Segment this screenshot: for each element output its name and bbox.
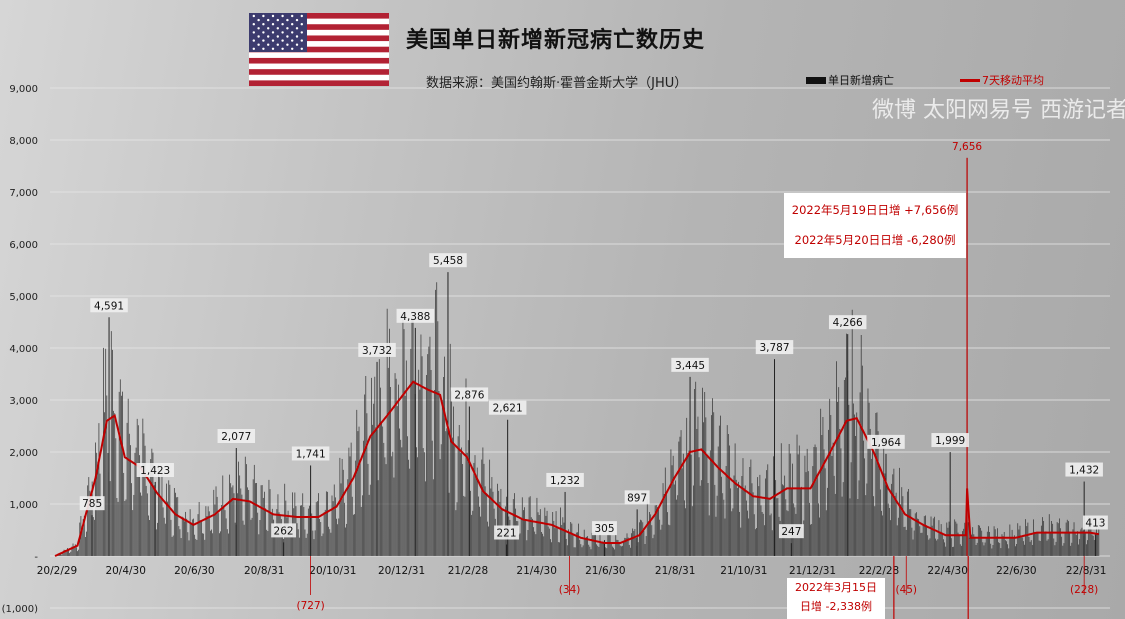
x-tick-label: 21/2/28 [448, 565, 488, 577]
data-label: 2,876 [454, 389, 484, 401]
y-tick-label: 7,000 [9, 188, 38, 199]
data-label-bg [488, 400, 527, 415]
data-label: 897 [627, 492, 647, 504]
legend-item-average: 7天移动平均 [960, 72, 1044, 88]
callout-line: 2022年5月20日日增 -6,280例 [794, 233, 956, 247]
y-tick-label: (1,000) [2, 604, 39, 615]
data-label: 1,232 [550, 475, 580, 487]
data-label-bg [90, 298, 128, 313]
moving-average-line [54, 380, 1099, 557]
data-label: 1,432 [1069, 465, 1099, 477]
data-label: 4,591 [94, 300, 124, 312]
legend-item-daily: 单日新增病亡 [806, 72, 894, 88]
x-tick-label: 22/2/28 [859, 565, 899, 577]
data-label: 2,077 [221, 431, 251, 443]
data-label: (727) [296, 600, 324, 612]
y-tick-label: 8,000 [9, 136, 38, 147]
x-tick-label: 20/4/30 [105, 565, 145, 577]
data-label: 3,445 [675, 360, 705, 372]
data-label: 3,787 [759, 342, 789, 354]
data-label: (45) [895, 584, 917, 596]
x-tick-label: 20/8/31 [244, 565, 284, 577]
x-tick-label: 20/12/31 [378, 565, 425, 577]
data-label-bg [291, 446, 330, 461]
legend-swatch-bar [806, 76, 826, 84]
x-tick-label: 21/4/30 [516, 565, 556, 577]
legend-swatch-line [960, 78, 980, 82]
legend-label: 7天移动平均 [982, 74, 1044, 87]
x-tick-label: 20/10/31 [309, 565, 356, 577]
data-label: 247 [781, 526, 801, 538]
data-label: 7,656 [952, 141, 982, 153]
data-label-bg [546, 472, 584, 487]
data-label: 785 [82, 498, 102, 510]
data-label: (34) [559, 584, 581, 596]
watermark: 微博 太阳网易号 西游记者 [872, 98, 1125, 123]
data-label: (228) [1070, 584, 1098, 596]
data-label: 4,266 [833, 317, 863, 329]
data-source: 数据来源：美国约翰斯·霍普金斯大学（JHU） [426, 76, 688, 91]
y-tick-label: 5,000 [9, 292, 38, 303]
data-label-bg [271, 523, 297, 538]
y-tick-label: 4,000 [9, 344, 38, 355]
chart-title: 美国单日新增新冠病亡数历史 [406, 28, 706, 53]
y-tick-label: - [34, 552, 38, 563]
data-label-bg [217, 428, 256, 443]
data-label-bg [429, 253, 467, 268]
data-label-bg [671, 357, 709, 372]
data-label: 1,999 [935, 435, 965, 447]
data-label-bg [358, 342, 396, 357]
callout-mar-2022: 2022年3月15日 日增 -2,338例 [787, 578, 885, 619]
x-tick-label: 20/6/30 [174, 565, 214, 577]
legend-label: 单日新增病亡 [828, 74, 894, 87]
data-label-bg [867, 434, 905, 449]
data-label: 262 [274, 525, 294, 537]
x-tick-label: 21/12/31 [789, 565, 836, 577]
data-label: 221 [497, 528, 517, 540]
y-tick-label: 3,000 [9, 396, 38, 407]
x-tick-label: 21/8/31 [655, 565, 695, 577]
x-tick-label: 22/8/31 [1066, 565, 1106, 577]
y-tick-label: 1,000 [9, 500, 38, 511]
data-label: 305 [594, 523, 614, 535]
data-label-bg [828, 315, 867, 330]
data-label: 4,388 [400, 311, 430, 323]
data-label-bg [778, 524, 804, 539]
data-label-bg [624, 490, 650, 505]
us-flag-image [249, 13, 389, 86]
x-tick-label: 21/10/31 [720, 565, 767, 577]
data-label-bg [755, 340, 794, 355]
data-label-bg [136, 463, 174, 478]
data-label-bg [931, 433, 969, 448]
data-label-bg [450, 387, 489, 402]
callout-line: 2022年3月15日 [795, 581, 877, 594]
x-tick-label: 20/2/29 [37, 565, 77, 577]
x-tick-label: 22/6/30 [996, 565, 1036, 577]
data-label: 1,741 [296, 448, 326, 460]
data-label-bg [1065, 462, 1103, 477]
daily-bars [55, 282, 1100, 556]
data-label: 2,621 [493, 403, 523, 415]
callout-line: 2022年5月19日日增 +7,656例 [791, 203, 959, 217]
data-label: 1,423 [140, 465, 170, 477]
data-label: 1,964 [871, 437, 901, 449]
data-label: 413 [1085, 518, 1105, 530]
callout-may-2022: 2022年5月19日日增 +7,656例 2022年5月20日日增 -6,280… [784, 193, 966, 258]
data-label-bg [592, 521, 617, 536]
y-tick-label: 9,000 [9, 84, 38, 95]
data-label: 5,458 [433, 255, 463, 267]
data-label: 3,732 [362, 345, 392, 357]
data-label-bg [79, 496, 105, 511]
x-tick-label: 21/6/30 [585, 565, 625, 577]
callout-line: 日增 -2,338例 [800, 600, 872, 613]
data-label-bg [396, 308, 435, 323]
data-label-bg [494, 525, 519, 540]
data-label-bg [1082, 515, 1108, 530]
y-tick-label: 2,000 [9, 448, 38, 459]
y-tick-label: 6,000 [9, 240, 38, 251]
x-tick-label: 22/4/30 [927, 565, 967, 577]
